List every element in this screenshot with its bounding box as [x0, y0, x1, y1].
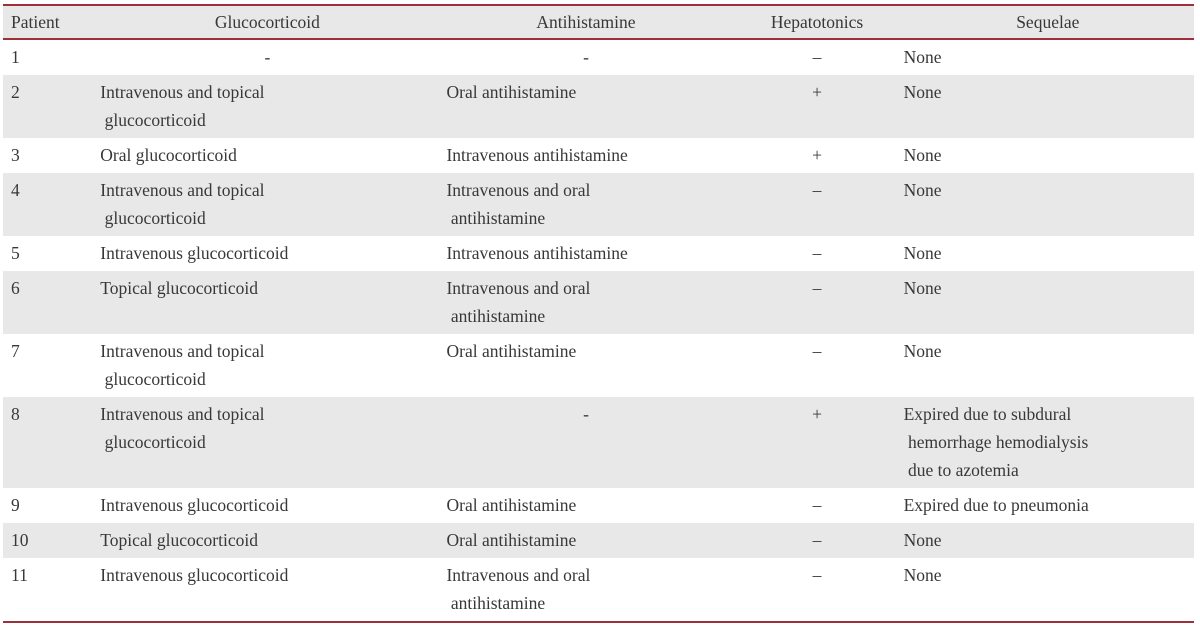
table-body: 1 - - – None 2 Intravenous and topical glucoco… — [3, 39, 1194, 622]
cell-glucocorticoid: Oral glucocorticoid — [100, 145, 237, 165]
cell-patient: 11 — [11, 565, 28, 585]
table-row: 6 Topical glucocorticoid Intravenous and o… — [3, 271, 1194, 334]
cell-sequelae: None — [903, 341, 942, 361]
cell-antihistamine: Intravenous and oral antihistamine — [446, 278, 591, 326]
cell-antihistamine: Intravenous antihistamine — [446, 243, 628, 263]
table-row: 7 Intravenous and topical glucocorticoid O… — [3, 334, 1194, 397]
column-header-antihistamine: Antihistamine — [439, 5, 733, 40]
cell-hepatotonics: – — [812, 341, 822, 361]
cell-sequelae: Expired due to pneumonia — [903, 495, 1089, 515]
cell-hepatotonics: – — [812, 243, 822, 263]
cell-glucocorticoid: Topical glucocorticoid — [100, 530, 258, 550]
cell-antihistamine: Intravenous and oral antihistamine — [446, 565, 591, 613]
cell-antihistamine: - — [583, 404, 589, 424]
column-header-patient: Patient — [3, 5, 96, 40]
table-row: 3 Oral glucocorticoid Intravenous antihist… — [3, 138, 1194, 173]
cell-sequelae: None — [903, 47, 942, 67]
cell-antihistamine: - — [583, 47, 589, 67]
column-header-hepatotonics: Hepatotonics — [732, 5, 902, 40]
cell-patient: 9 — [11, 495, 20, 515]
cell-hepatotonics: – — [812, 565, 822, 585]
cell-hepatotonics: – — [812, 180, 822, 200]
cell-glucocorticoid: Topical glucocorticoid — [100, 278, 258, 298]
cell-sequelae: None — [903, 278, 942, 298]
cell-glucocorticoid: Intravenous and topical glucocorticoid — [100, 180, 265, 228]
cell-hepatotonics: – — [812, 530, 822, 550]
cell-sequelae: None — [903, 145, 942, 165]
cell-glucocorticoid: Intravenous and topical glucocorticoid — [100, 82, 265, 130]
cell-glucocorticoid: - — [264, 47, 271, 67]
cell-patient: 5 — [11, 243, 20, 263]
cell-antihistamine: Intravenous and oral antihistamine — [446, 180, 591, 228]
cell-hepatotonics: + — [812, 145, 822, 165]
data-table: Patient Glucocorticoid Antihistamine Hepato… — [3, 4, 1194, 623]
table-row: 8 Intravenous and topical glucocorticoid -… — [3, 397, 1194, 488]
cell-antihistamine: Oral antihistamine — [446, 82, 577, 102]
cell-patient: 4 — [11, 180, 20, 200]
patient-treatment-table: Patient Glucocorticoid Antihistamine Hepato… — [3, 4, 1194, 623]
table-row: 11 Intravenous glucocorticoid Intravenous … — [3, 558, 1194, 622]
cell-hepatotonics: + — [812, 82, 822, 102]
cell-sequelae: None — [903, 243, 942, 263]
cell-patient: 3 — [11, 145, 20, 165]
cell-glucocorticoid: Intravenous glucocorticoid — [100, 495, 289, 515]
cell-antihistamine: Oral antihistamine — [446, 341, 577, 361]
cell-sequelae: None — [903, 565, 942, 585]
cell-patient: 2 — [11, 82, 20, 102]
cell-glucocorticoid: Intravenous glucocorticoid — [100, 565, 289, 585]
cell-sequelae: Expired due to subdural hemorrhage hemod… — [903, 404, 1089, 480]
table-row: 1 - - – None — [3, 39, 1194, 75]
cell-hepatotonics: + — [812, 404, 822, 424]
cell-sequelae: None — [903, 82, 942, 102]
cell-glucocorticoid: Intravenous and topical glucocorticoid — [100, 404, 265, 452]
cell-antihistamine: Oral antihistamine — [446, 495, 577, 515]
cell-hepatotonics: – — [812, 47, 822, 67]
cell-hepatotonics: – — [812, 278, 822, 298]
table-row: 5 Intravenous glucocorticoid Intravenous a… — [3, 236, 1194, 271]
cell-sequelae: None — [903, 530, 942, 550]
cell-patient: 8 — [11, 404, 20, 424]
cell-patient: 6 — [11, 278, 20, 298]
column-header-sequelae: Sequelae — [901, 5, 1194, 40]
cell-glucocorticoid: Intravenous glucocorticoid — [100, 243, 289, 263]
cell-patient: 1 — [11, 47, 20, 67]
table-row: 2 Intravenous and topical glucocorticoid O… — [3, 75, 1194, 138]
header-row: Patient Glucocorticoid Antihistamine Hepato… — [3, 5, 1194, 40]
column-header-glucocorticoid: Glucocorticoid — [95, 5, 440, 40]
cell-glucocorticoid: Intravenous and topical glucocorticoid — [100, 341, 265, 389]
table-header: Patient Glucocorticoid Antihistamine Hepato… — [3, 5, 1194, 40]
cell-sequelae: None — [903, 180, 942, 200]
cell-patient: 7 — [11, 341, 20, 361]
cell-patient: 10 — [11, 530, 29, 550]
table-row: 10 Topical glucocorticoid Oral antihistami… — [3, 523, 1194, 558]
cell-hepatotonics: – — [812, 495, 822, 515]
cell-antihistamine: Intravenous antihistamine — [446, 145, 628, 165]
table-row: 4 Intravenous and topical glucocorticoid I… — [3, 173, 1194, 236]
table-row: 9 Intravenous glucocorticoid Oral antihist… — [3, 488, 1194, 523]
cell-antihistamine: Oral antihistamine — [446, 530, 577, 550]
